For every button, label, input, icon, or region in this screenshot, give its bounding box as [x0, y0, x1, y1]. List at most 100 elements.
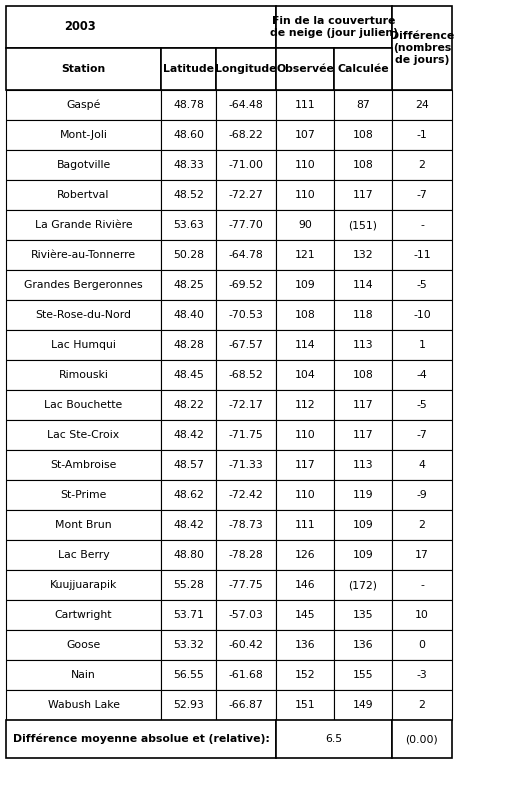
Bar [161, 540, 216, 570]
Bar [216, 180, 276, 210]
Text: 48.28: 48.28 [173, 340, 204, 350]
Text: Observée: Observée [276, 64, 334, 74]
Text: Différence moyenne absolue et (relative):: Différence moyenne absolue et (relative)… [13, 733, 269, 745]
Text: 117: 117 [353, 430, 373, 440]
Bar [276, 180, 334, 210]
Bar [276, 360, 334, 390]
Bar [276, 240, 334, 270]
Text: Mont Brun: Mont Brun [55, 520, 112, 530]
Bar [161, 690, 216, 720]
Text: 6.5: 6.5 [325, 734, 343, 744]
Bar [6, 6, 276, 48]
Text: 126: 126 [294, 550, 315, 560]
Bar [216, 600, 276, 630]
Text: 109: 109 [353, 520, 373, 530]
Bar [276, 630, 334, 660]
Text: 2003: 2003 [64, 21, 96, 34]
Bar [392, 90, 452, 120]
Bar [161, 240, 216, 270]
Bar [334, 300, 392, 330]
Text: 114: 114 [353, 280, 373, 290]
Text: Longitude: Longitude [215, 64, 277, 74]
Bar [216, 150, 276, 180]
Bar [6, 600, 161, 630]
Text: 136: 136 [353, 640, 373, 650]
Bar [161, 420, 216, 450]
Bar [6, 660, 161, 690]
Text: -78.28: -78.28 [229, 550, 264, 560]
Bar [161, 600, 216, 630]
Text: 87: 87 [356, 100, 370, 110]
Bar [216, 270, 276, 300]
Text: 109: 109 [353, 550, 373, 560]
Text: 10: 10 [415, 610, 429, 620]
Bar [161, 390, 216, 420]
Text: Rivière-au-Tonnerre: Rivière-au-Tonnerre [31, 250, 136, 260]
Bar [334, 420, 392, 450]
Bar [161, 48, 216, 90]
Text: 2: 2 [418, 520, 425, 530]
Bar [276, 48, 334, 90]
Bar [161, 180, 216, 210]
Text: -9: -9 [417, 490, 427, 500]
Bar [334, 540, 392, 570]
Text: -77.75: -77.75 [229, 580, 264, 590]
Bar [161, 150, 216, 180]
Bar [276, 480, 334, 510]
Text: 119: 119 [353, 490, 373, 500]
Bar [6, 300, 161, 330]
Bar [216, 120, 276, 150]
Bar [161, 510, 216, 540]
Bar [6, 420, 161, 450]
Bar [392, 480, 452, 510]
Text: 52.93: 52.93 [173, 700, 204, 710]
Bar [276, 720, 392, 758]
Text: 53.63: 53.63 [173, 220, 204, 230]
Bar [392, 300, 452, 330]
Bar [161, 330, 216, 360]
Text: 149: 149 [353, 700, 373, 710]
Bar [6, 240, 161, 270]
Bar [334, 270, 392, 300]
Text: -60.42: -60.42 [229, 640, 264, 650]
Text: -72.42: -72.42 [229, 490, 264, 500]
Text: Cartwright: Cartwright [55, 610, 112, 620]
Text: Goose: Goose [66, 640, 100, 650]
Bar [216, 300, 276, 330]
Text: -10: -10 [413, 310, 431, 320]
Bar [216, 690, 276, 720]
Text: Latitude: Latitude [163, 64, 214, 74]
Bar [216, 480, 276, 510]
Bar [6, 480, 161, 510]
Bar [161, 630, 216, 660]
Bar [392, 420, 452, 450]
Bar [334, 90, 392, 120]
Text: -69.52: -69.52 [229, 280, 264, 290]
Text: 55.28: 55.28 [173, 580, 204, 590]
Bar [334, 480, 392, 510]
Bar [276, 270, 334, 300]
Bar [216, 330, 276, 360]
Bar [276, 510, 334, 540]
Text: Kuujjuarapik: Kuujjuarapik [50, 580, 117, 590]
Bar [392, 150, 452, 180]
Bar [276, 600, 334, 630]
Bar [392, 240, 452, 270]
Text: 48.40: 48.40 [173, 310, 204, 320]
Bar [276, 6, 392, 48]
Text: Mont-Joli: Mont-Joli [60, 130, 107, 140]
Bar [216, 450, 276, 480]
Bar [161, 570, 216, 600]
Text: 117: 117 [294, 460, 315, 470]
Text: -78.73: -78.73 [229, 520, 264, 530]
Text: 0: 0 [418, 640, 426, 650]
Bar [392, 630, 452, 660]
Text: 48.25: 48.25 [173, 280, 204, 290]
Text: (172): (172) [348, 580, 378, 590]
Bar [216, 510, 276, 540]
Text: 113: 113 [353, 460, 373, 470]
Text: -71.33: -71.33 [229, 460, 264, 470]
Bar [276, 450, 334, 480]
Text: 53.71: 53.71 [173, 610, 204, 620]
Bar [334, 450, 392, 480]
